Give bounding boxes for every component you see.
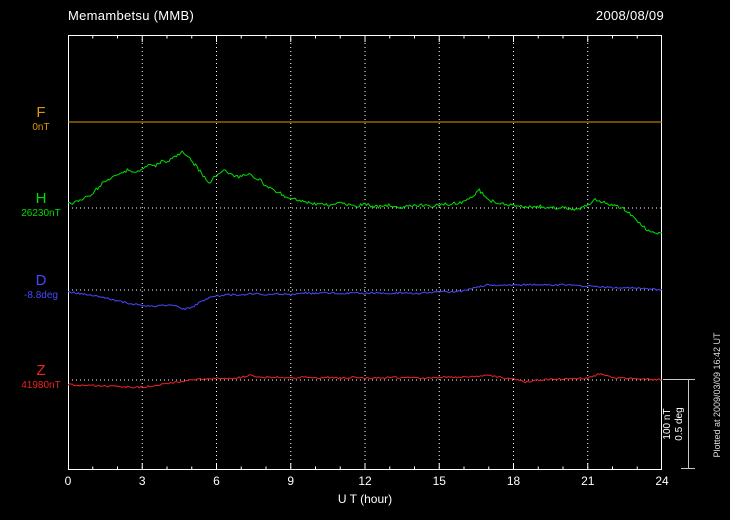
series-letter-f: F bbox=[36, 104, 46, 121]
series-baseline-f: 0nT bbox=[32, 122, 50, 133]
x-tick-label: 21 bbox=[581, 474, 595, 488]
plot-area bbox=[67, 35, 663, 470]
x-axis-label: U T (hour) bbox=[337, 492, 393, 506]
series-label-d: D -8.8deg bbox=[8, 273, 74, 302]
series-letter-d: D bbox=[35, 272, 47, 289]
series-baseline-z: 41980nT bbox=[21, 380, 61, 391]
scale-bar bbox=[688, 379, 689, 469]
series-label-h: H 26230nT bbox=[8, 191, 74, 220]
x-tick-label: 24 bbox=[655, 474, 669, 488]
series-baseline-d: -8.8deg bbox=[24, 290, 58, 301]
x-tick-label: 9 bbox=[287, 474, 295, 488]
x-tick-label: 18 bbox=[506, 474, 521, 488]
x-tick-label: 3 bbox=[138, 474, 146, 488]
plotted-at-note: Plotted at 2009/03/09 16:42 UT bbox=[712, 332, 722, 458]
x-tick-label: 12 bbox=[358, 474, 372, 488]
scale-label-deg: 0.5 deg bbox=[674, 407, 685, 441]
plot-date: 2008/08/09 bbox=[595, 8, 664, 23]
series-letter-z: Z bbox=[36, 362, 46, 379]
series-label-f: F 0nT bbox=[8, 105, 74, 134]
scale-label-nt: 100 nT bbox=[662, 408, 673, 440]
scale-bar-labels: 100 nT 0.5 deg bbox=[662, 379, 686, 469]
series-letter-h: H bbox=[35, 190, 47, 207]
scale-bar-bottom-cap bbox=[681, 468, 695, 469]
series-baseline-h: 26230nT bbox=[21, 208, 61, 219]
series-label-z: Z 41980nT bbox=[8, 363, 74, 392]
x-tick-label: 0 bbox=[64, 474, 72, 488]
scale-bar-top-cap bbox=[663, 379, 695, 380]
x-tick-label: 15 bbox=[432, 474, 446, 488]
x-tick-label: 6 bbox=[213, 474, 220, 488]
magnetogram-chart bbox=[67, 35, 663, 470]
station-title: Memambetsu (MMB) bbox=[68, 8, 195, 23]
